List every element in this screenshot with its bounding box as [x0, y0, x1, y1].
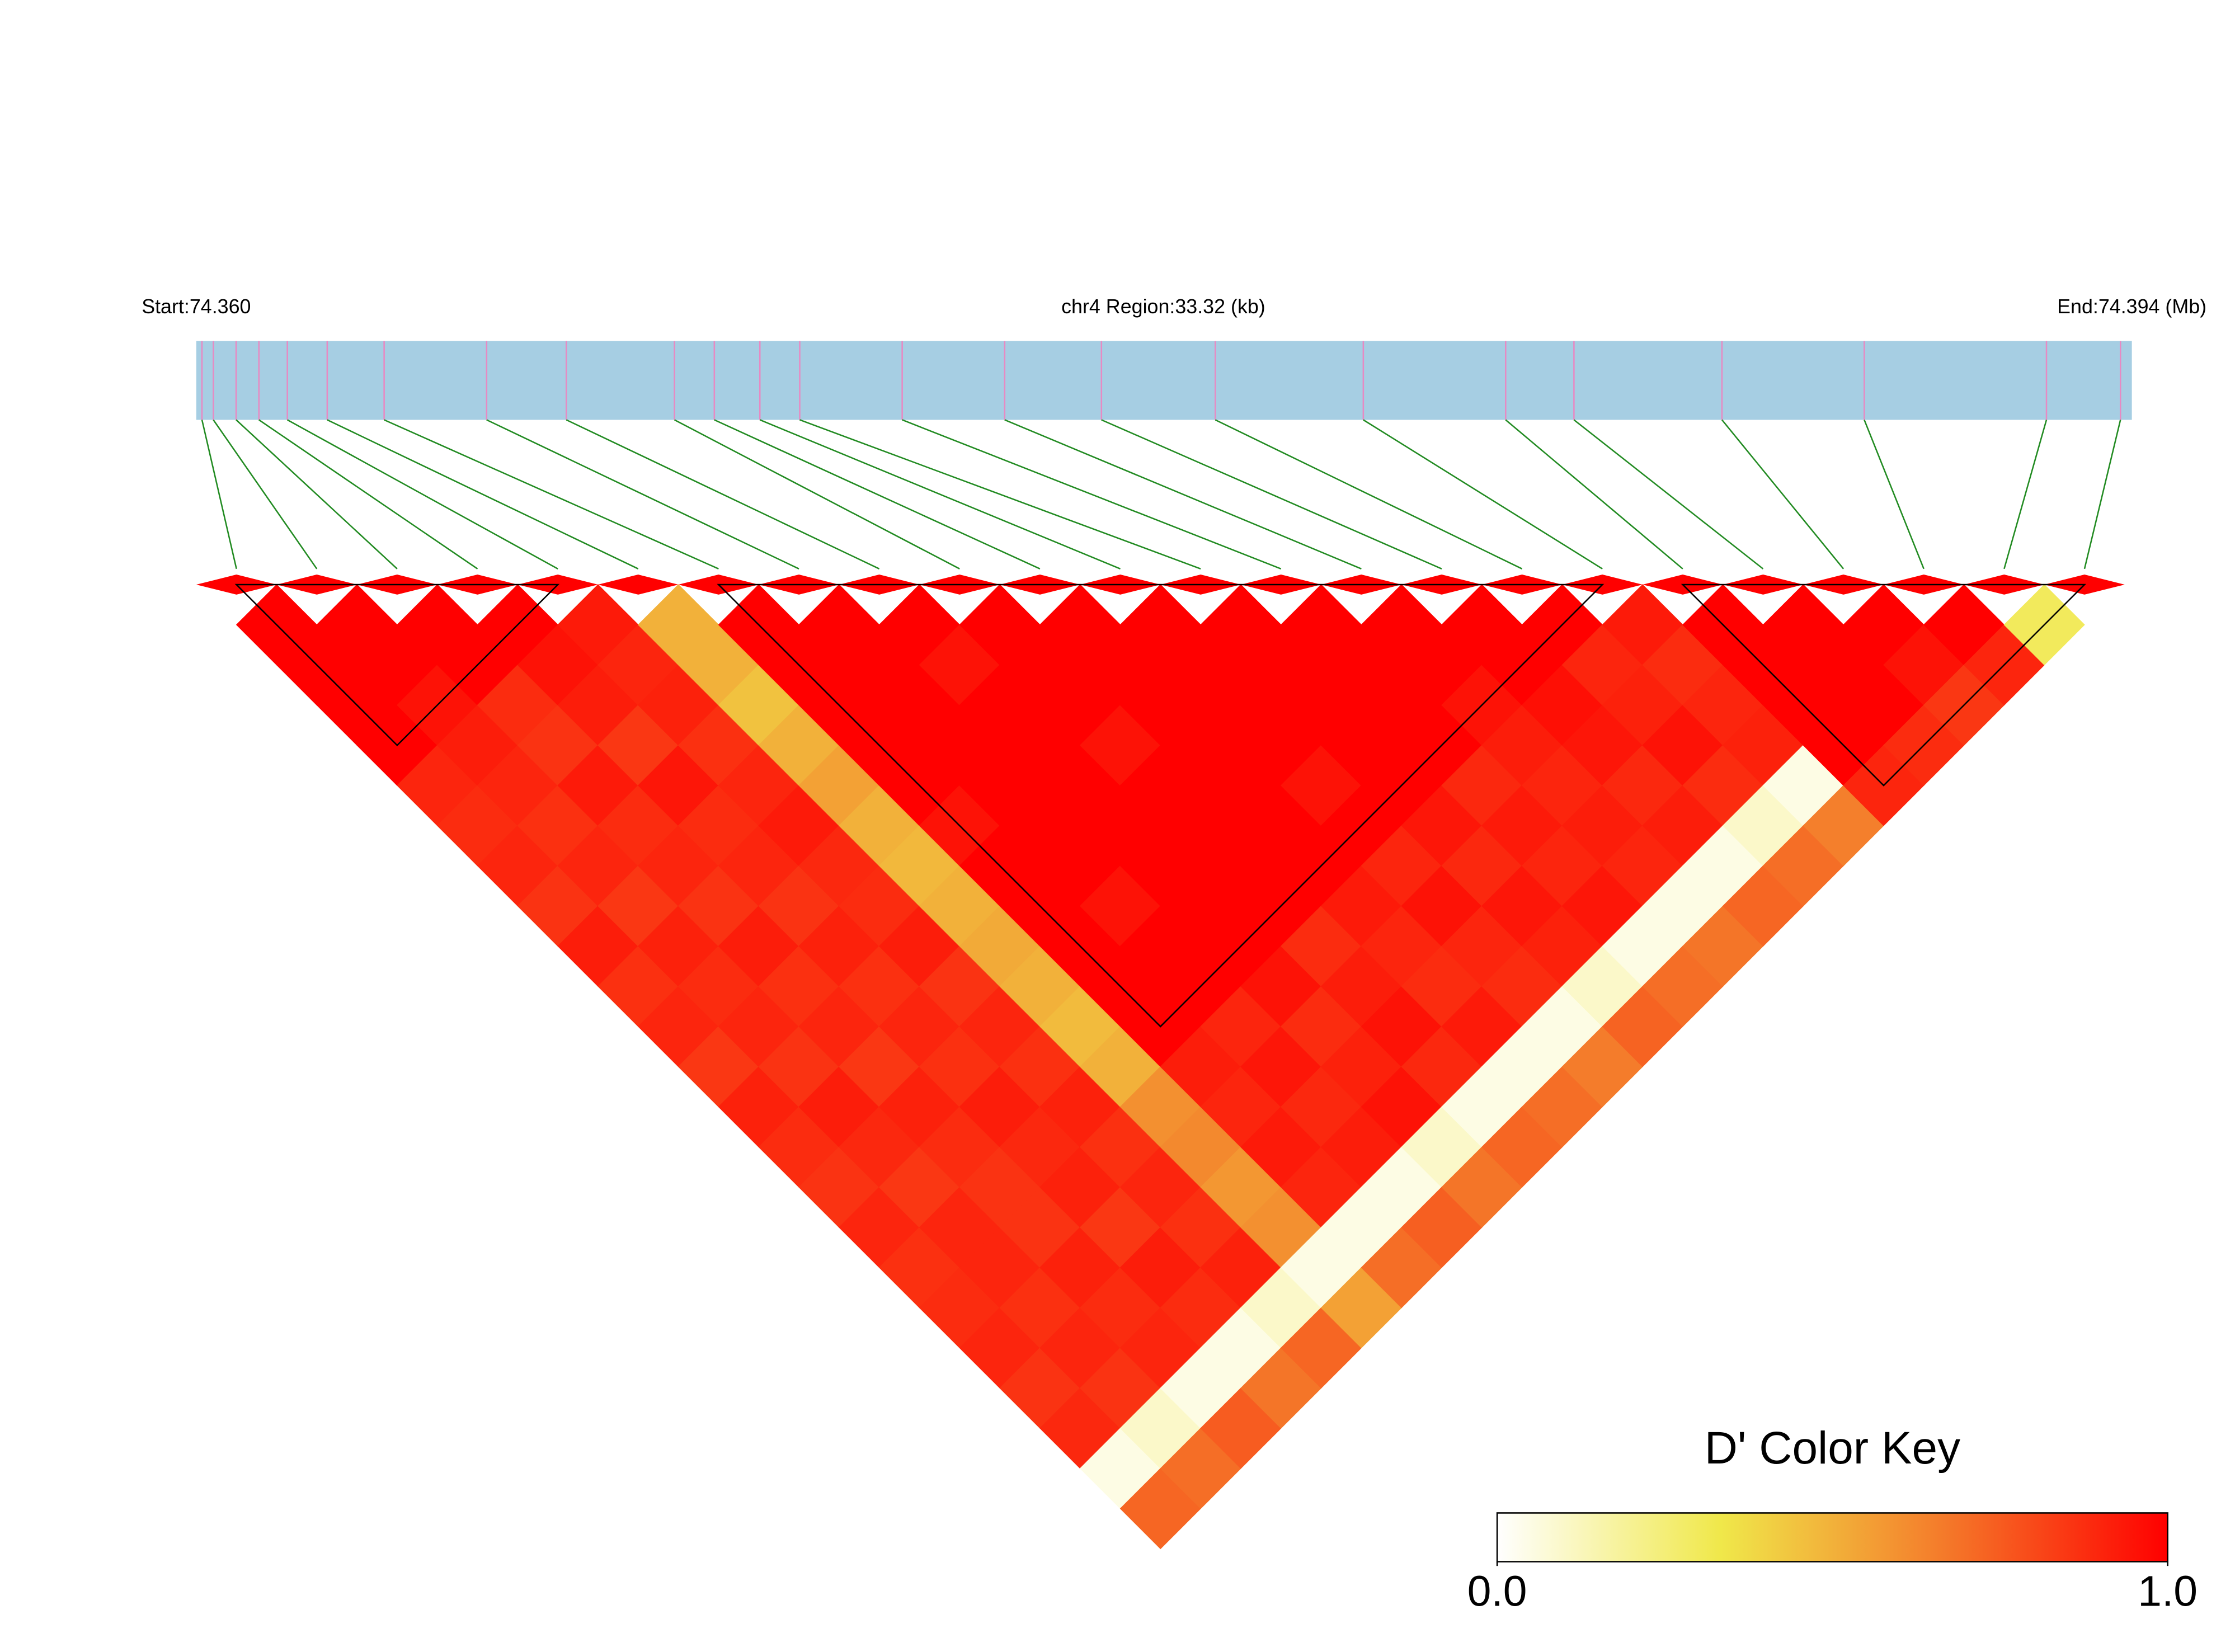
snp-connector — [486, 419, 799, 570]
snp-connector — [714, 419, 1041, 570]
ld-cell — [1119, 1468, 1201, 1550]
ld-cell — [1481, 785, 1563, 867]
ld-cell — [638, 584, 719, 666]
region-bar — [196, 341, 2132, 420]
snp-connector — [1101, 419, 1442, 570]
snp-connector — [201, 420, 237, 570]
snp-connector — [566, 419, 880, 570]
snp-connector — [327, 419, 639, 570]
ld-cell — [677, 865, 759, 947]
ld-cell — [1361, 584, 1442, 666]
ld-cell — [1762, 584, 1844, 666]
key-tick-label: 1.0 — [2138, 1568, 2198, 1616]
ld-cell — [1401, 624, 1483, 706]
ld-cell — [517, 624, 599, 706]
ld-cell — [1481, 1026, 1563, 1108]
ld-cell — [1039, 584, 1121, 666]
ld-cell — [1762, 745, 1844, 826]
ld-cell — [1843, 664, 1925, 746]
ld-cell — [1762, 825, 1844, 907]
ld-cell — [557, 584, 639, 666]
snp-connector — [1363, 419, 1603, 570]
snp-connector — [258, 419, 478, 570]
ld-cell — [798, 584, 880, 666]
ld-cell — [1561, 785, 1643, 867]
ld-block-outline — [717, 583, 1605, 1028]
ld-cell — [1481, 865, 1563, 947]
ld-cell — [1561, 1026, 1643, 1108]
ld-cell — [1401, 1026, 1483, 1108]
ld-cell — [1401, 785, 1483, 867]
ld-cell — [878, 584, 961, 666]
ld-cell — [1401, 865, 1483, 947]
snp-connector — [1004, 419, 1362, 570]
ld-cell — [1481, 704, 1563, 786]
color-key — [1496, 1512, 2168, 1562]
snp-connector — [1721, 419, 1845, 570]
ld-cell — [1843, 584, 1925, 666]
snp-connector — [384, 419, 719, 570]
snp-connector — [674, 419, 960, 570]
snp-connector — [902, 419, 1282, 570]
ld-cell — [1561, 624, 1643, 706]
ld-cell — [959, 584, 1041, 666]
snp-connector — [2083, 420, 2121, 570]
ld-cell — [316, 584, 398, 666]
ld-cell — [677, 785, 759, 867]
snp-connector — [287, 419, 558, 570]
ld-cell — [677, 945, 759, 1027]
ld-cell — [1481, 945, 1563, 1027]
ld-cell — [1883, 624, 1965, 706]
snp-connector — [1864, 420, 1925, 570]
ld-cell — [517, 785, 599, 867]
snp-connector — [213, 419, 318, 570]
snp-connector — [1215, 419, 1523, 570]
start-label: Start:74.360 — [142, 295, 251, 318]
ld-cell — [517, 865, 599, 947]
ld-cell — [1561, 704, 1643, 786]
end-label: End:74.394 (Mb) — [2057, 295, 2206, 318]
ld-cell — [1561, 945, 1643, 1027]
key-tick-label: 0.0 — [1467, 1568, 1527, 1616]
region-label: chr4 Region:33.32 (kb) — [1061, 295, 1265, 318]
ld-cell — [1561, 865, 1643, 947]
snp-connector — [1505, 419, 1683, 570]
ld-cell — [1923, 584, 2005, 666]
snp-connector — [799, 419, 1201, 570]
ld-cell — [397, 584, 478, 666]
ld-cell — [1119, 584, 1201, 666]
ld-cell — [1481, 1106, 1563, 1188]
ld-cell — [677, 704, 759, 786]
snp-marker — [597, 575, 679, 595]
snp-connector — [759, 419, 1121, 570]
snp-connector — [1573, 419, 1764, 570]
ld-block-outline — [234, 583, 560, 747]
snp-connector — [236, 419, 398, 570]
ld-block-outline — [1681, 583, 2087, 787]
key-title: D' Color Key — [1705, 1423, 1960, 1474]
snp-connector — [2003, 420, 2048, 570]
ld-cell — [677, 1026, 759, 1108]
